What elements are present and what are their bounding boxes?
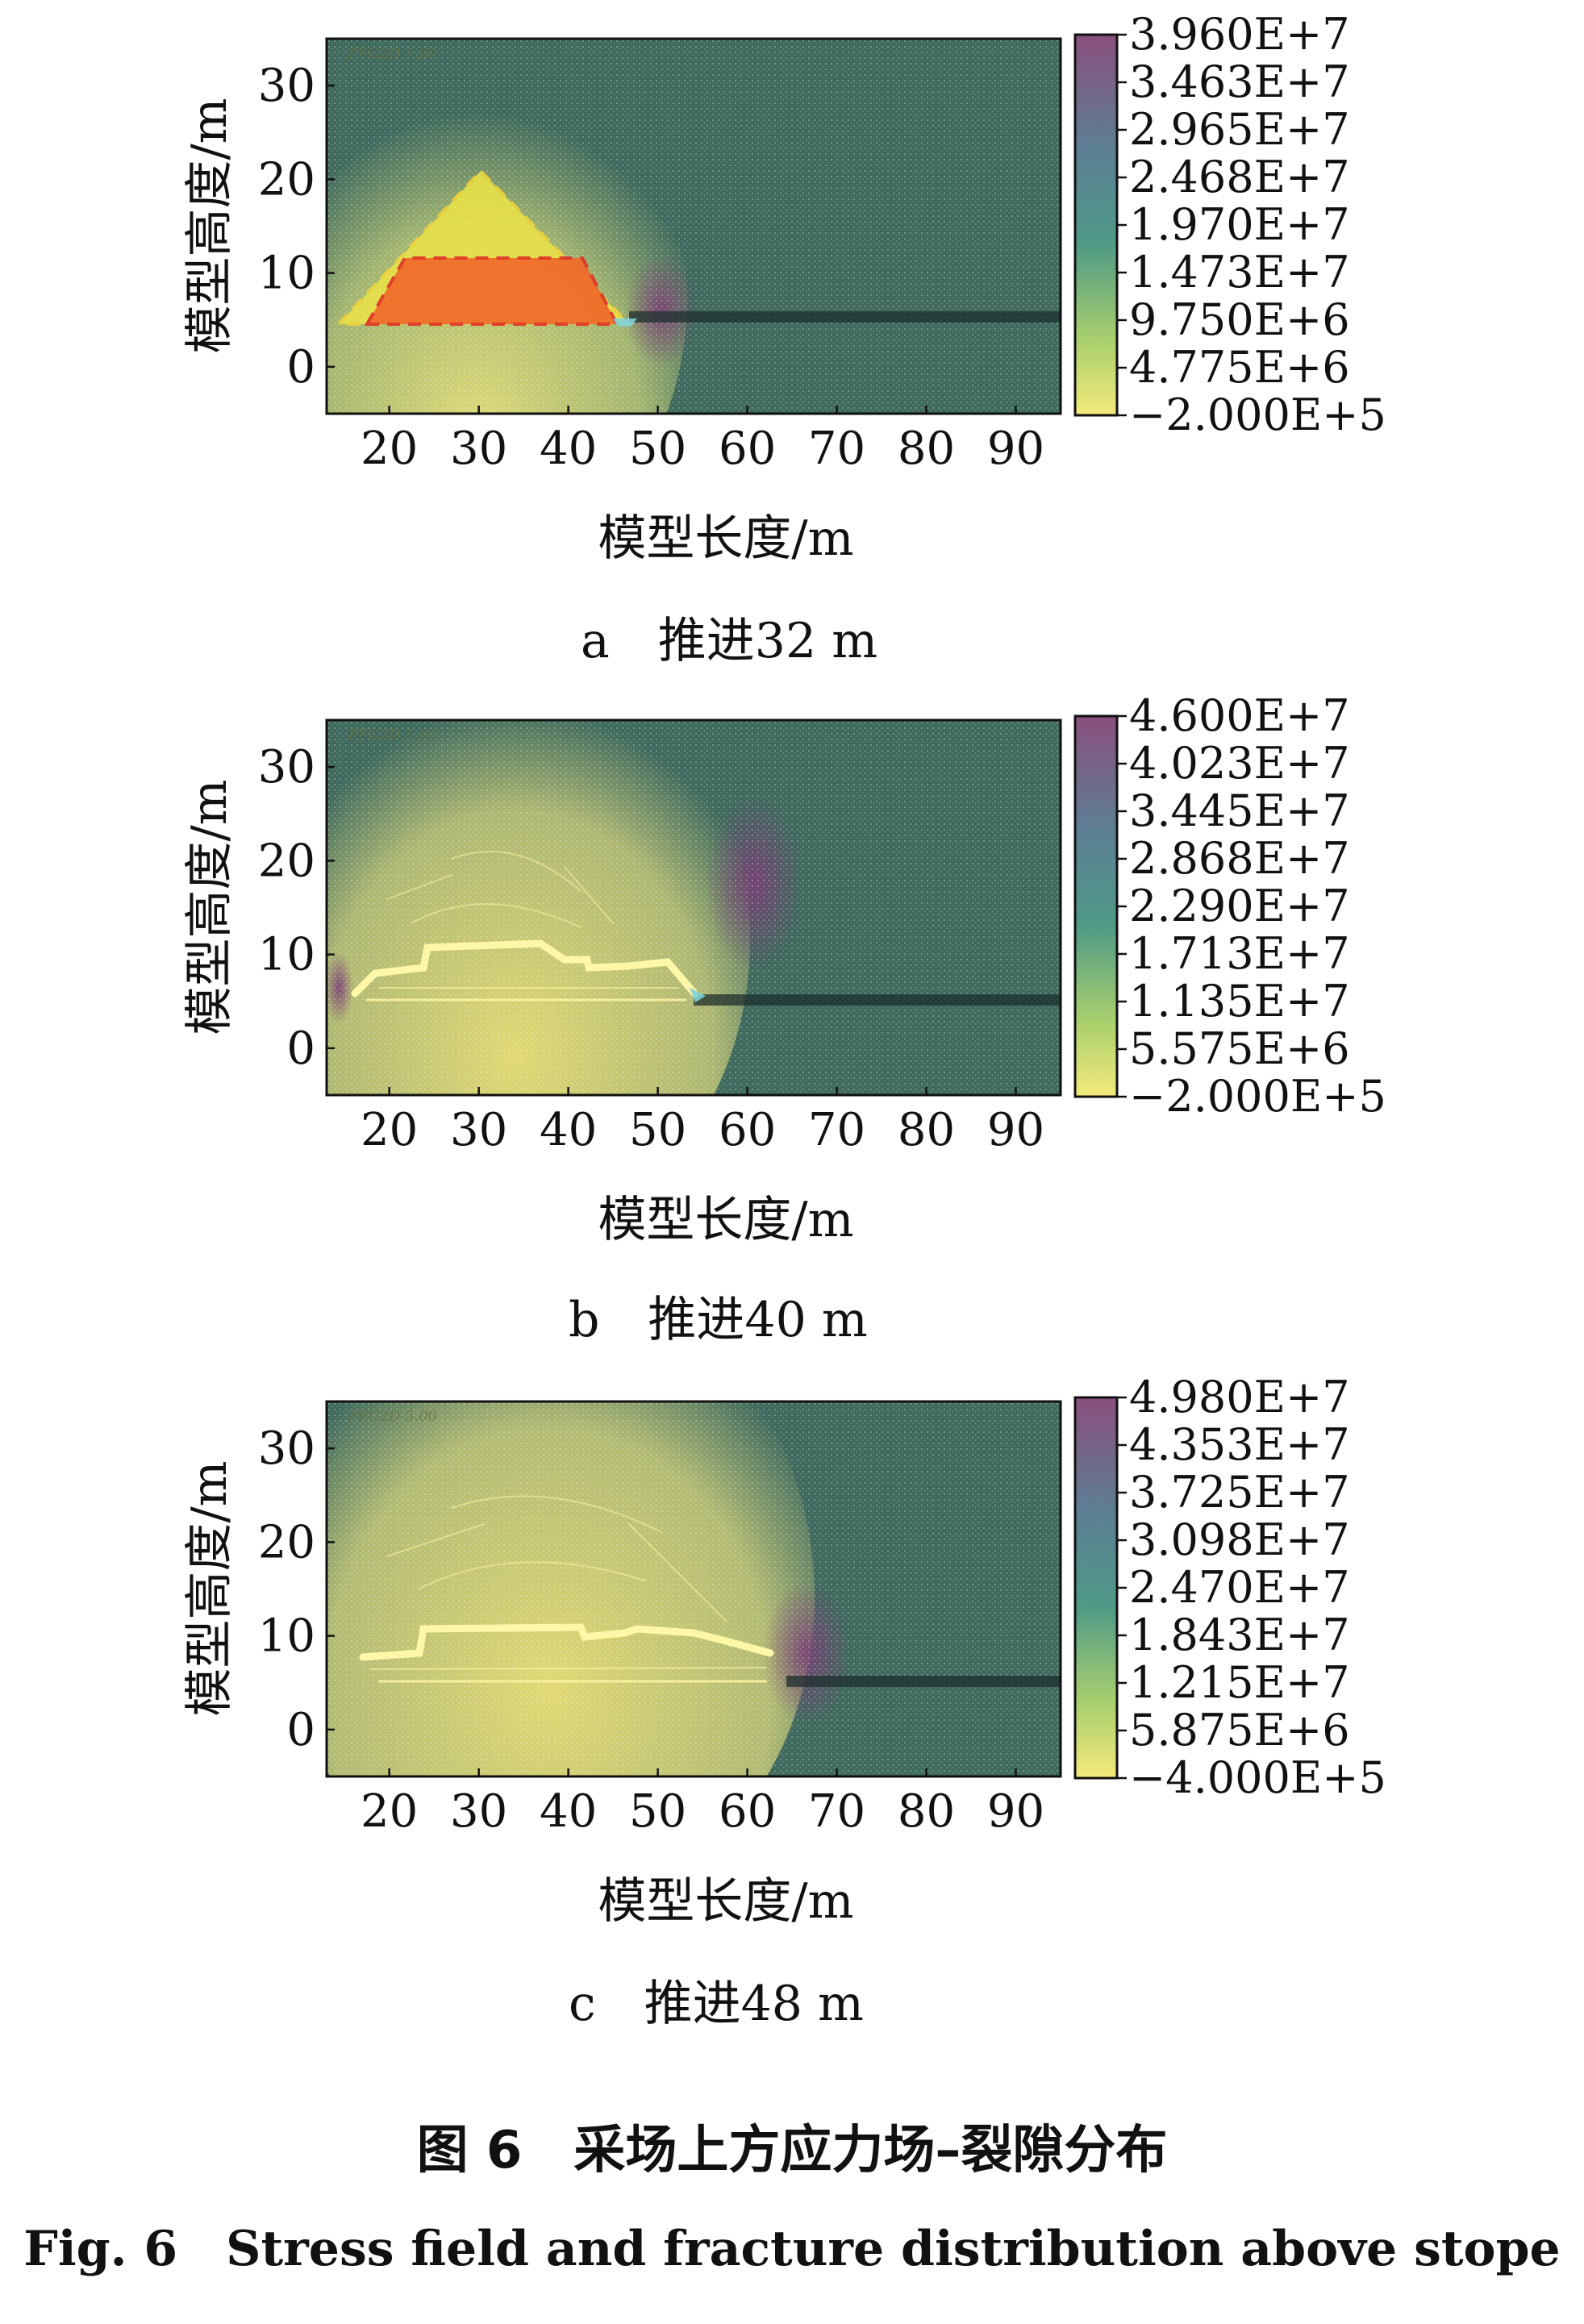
colorbar [1073,714,1119,1098]
x-tick-label: 40 [540,1785,597,1838]
colorbar-tick-label: 4.353E+7 [1129,1419,1350,1470]
x-tick-label: 30 [450,1785,507,1838]
x-axis-label: 模型长度/m [598,1873,853,1930]
x-tick-label: 70 [808,1785,865,1838]
y-axis-label: 模型高度/m [181,1460,238,1716]
colorbar-tick-label: 3.960E+7 [1129,9,1350,60]
x-tick-label: 20 [361,1104,418,1156]
colorbar-ticks: 3.960E+73.463E+72.965E+72.468E+71.970E+7… [1117,9,1386,440]
y-ticks: 30 20 10 0 [258,1422,335,1756]
x-tick-label: 70 [808,423,865,475]
y-ticks: 30 20 10 0 [258,741,335,1075]
colorbar-ticks: 4.980E+74.353E+73.725E+73.098E+72.470E+7… [1117,1372,1386,1803]
subcaption: a 推进32 m [581,613,877,669]
y-tick-label: 10 [258,1610,315,1663]
x-tick-label: 60 [719,423,776,475]
figure-caption-cn: 图 6 采场上方应力场–裂隙分布 [416,2121,1168,2180]
y-tick-label: 0 [286,1704,315,1756]
colorbar-tick-label: 2.868E+7 [1129,833,1350,884]
x-tick-label: 20 [361,1785,418,1838]
subcaption: b 推进40 m [569,1292,868,1348]
stress-panel-b: PFC2D 5.00 20 30 40 50 60 70 80 90 30 20 10 0 模型长度… [181,690,1386,1348]
colorbar-tick-label: 1.215E+7 [1129,1657,1350,1708]
colorbar-tick-label: 3.445E+7 [1129,785,1350,836]
colorbar-tick-label: 3.098E+7 [1129,1514,1350,1565]
watermark: PFC2D 5.00 [348,1408,437,1425]
inner-arch-zone [364,256,620,326]
x-tick-label: 70 [808,1104,865,1156]
y-tick-label: 10 [258,248,315,300]
y-axis-label: 模型高度/m [181,779,238,1035]
y-axis-label: 模型高度/m [181,98,238,353]
colorbar-tick-label: 2.965E+7 [1129,104,1350,155]
y-tick-label: 30 [258,1422,315,1475]
y-tick-label: 0 [286,1022,315,1075]
x-tick-label: 40 [540,423,597,475]
colorbar-tick-label: 1.473E+7 [1129,247,1350,298]
y-tick-label: 20 [258,1516,315,1568]
x-tick-label: 80 [898,423,955,475]
colorbar-ticks: 4.600E+74.023E+73.445E+72.868E+72.290E+7… [1117,690,1386,1122]
x-tick-label: 30 [450,423,507,475]
colorbar-tick-label: 3.725E+7 [1129,1467,1350,1518]
stress-panel-c: PFC2D 5.00 20 30 40 50 60 70 80 90 30 20 10 0 模型长度… [181,1372,1386,2032]
colorbar-tick-label: 1.970E+7 [1129,199,1350,250]
colorbar [1073,33,1119,417]
colorbar-tick-label: 9.750E+6 [1129,294,1350,345]
stress-panel-a: PFC2D 5.00 20 30 40 50 60 70 80 90 30 20 10 0 模型长度… [181,9,1386,669]
y-tick-label: 20 [258,153,315,206]
y-tick-label: 0 [286,341,315,394]
fracture-network [351,851,699,1002]
y-tick-label: 10 [258,929,315,981]
fracture-network [359,1495,774,1683]
subcaption: c 推进48 m [569,1976,864,2032]
x-tick-label: 50 [629,1785,686,1838]
colorbar-tick-label: 4.600E+7 [1129,690,1350,741]
x-ticks: 20 30 40 50 60 70 80 90 [361,1768,1044,1838]
x-tick-label: 20 [361,423,418,475]
colorbar-tick-label: 4.980E+7 [1129,1372,1350,1422]
y-tick-label: 20 [258,835,315,887]
colorbar-tick-label: −4.000E+5 [1129,1752,1386,1803]
colorbar-tick-label: 4.023E+7 [1129,738,1350,789]
plot-area [327,720,1061,1095]
x-ticks: 20 30 40 50 60 70 80 90 [361,1087,1044,1156]
x-tick-label: 60 [719,1104,776,1156]
x-tick-label: 80 [898,1785,955,1838]
y-tick-label: 30 [258,741,315,793]
colorbar-tick-label: 1.135E+7 [1129,976,1350,1027]
x-tick-label: 90 [987,1104,1044,1156]
x-tick-label: 90 [987,423,1044,475]
colorbar-tick-label: 1.843E+7 [1129,1610,1350,1660]
colorbar-tick-label: 5.875E+6 [1129,1705,1350,1755]
figure-caption-en: Fig. 6 Stress field and fracture distrib… [23,2221,1561,2277]
y-ticks: 30 20 10 0 [258,60,335,394]
y-tick-label: 30 [258,60,315,112]
x-tick-label: 30 [450,1104,507,1156]
x-axis-label: 模型长度/m [598,1192,853,1248]
plot-area [327,1401,1061,1776]
x-tick-label: 40 [540,1104,597,1156]
plot-area [327,39,1061,414]
x-tick-label: 80 [898,1104,955,1156]
watermark: PFC2D 5.00 [348,45,437,62]
colorbar-tick-label: −2.000E+5 [1129,1071,1386,1122]
colorbar-tick-label: 2.470E+7 [1129,1562,1350,1613]
x-tick-label: 50 [629,423,686,475]
colorbar-tick-label: 5.575E+6 [1129,1023,1350,1074]
watermark: PFC2D 5.00 [348,727,437,743]
x-tick-label: 50 [629,1104,686,1156]
colorbar-tick-label: 2.468E+7 [1129,152,1350,202]
colorbar-tick-label: 3.463E+7 [1129,56,1350,107]
colorbar-tick-label: 2.290E+7 [1129,881,1350,931]
x-ticks: 20 30 40 50 60 70 80 90 [361,406,1044,475]
colorbar-tick-label: −2.000E+5 [1129,389,1386,440]
x-tick-label: 60 [719,1785,776,1838]
colorbar-tick-label: 1.713E+7 [1129,928,1350,979]
colorbar [1073,1396,1119,1780]
x-tick-label: 90 [987,1785,1044,1838]
x-axis-label: 模型长度/m [598,510,853,567]
colorbar-tick-label: 4.775E+6 [1129,342,1350,393]
